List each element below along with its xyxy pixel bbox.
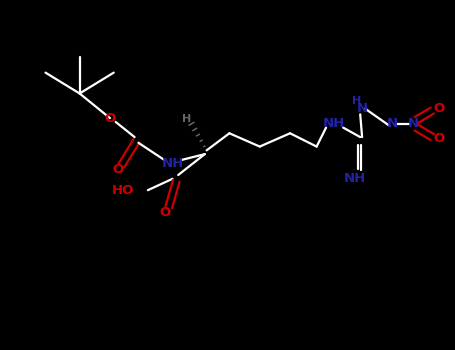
Text: N: N [357,102,368,115]
Text: NH: NH [344,172,366,185]
Text: N: N [387,117,398,130]
Text: N: N [408,117,419,130]
Text: O: O [159,206,171,219]
Text: O: O [104,112,116,125]
Text: HO: HO [112,184,135,197]
Text: O: O [433,133,445,146]
Text: H: H [352,96,361,106]
Text: NH: NH [323,117,345,130]
Text: O: O [112,163,123,176]
Text: NH: NH [162,157,184,170]
Text: O: O [433,102,445,115]
Text: H: H [182,114,192,124]
